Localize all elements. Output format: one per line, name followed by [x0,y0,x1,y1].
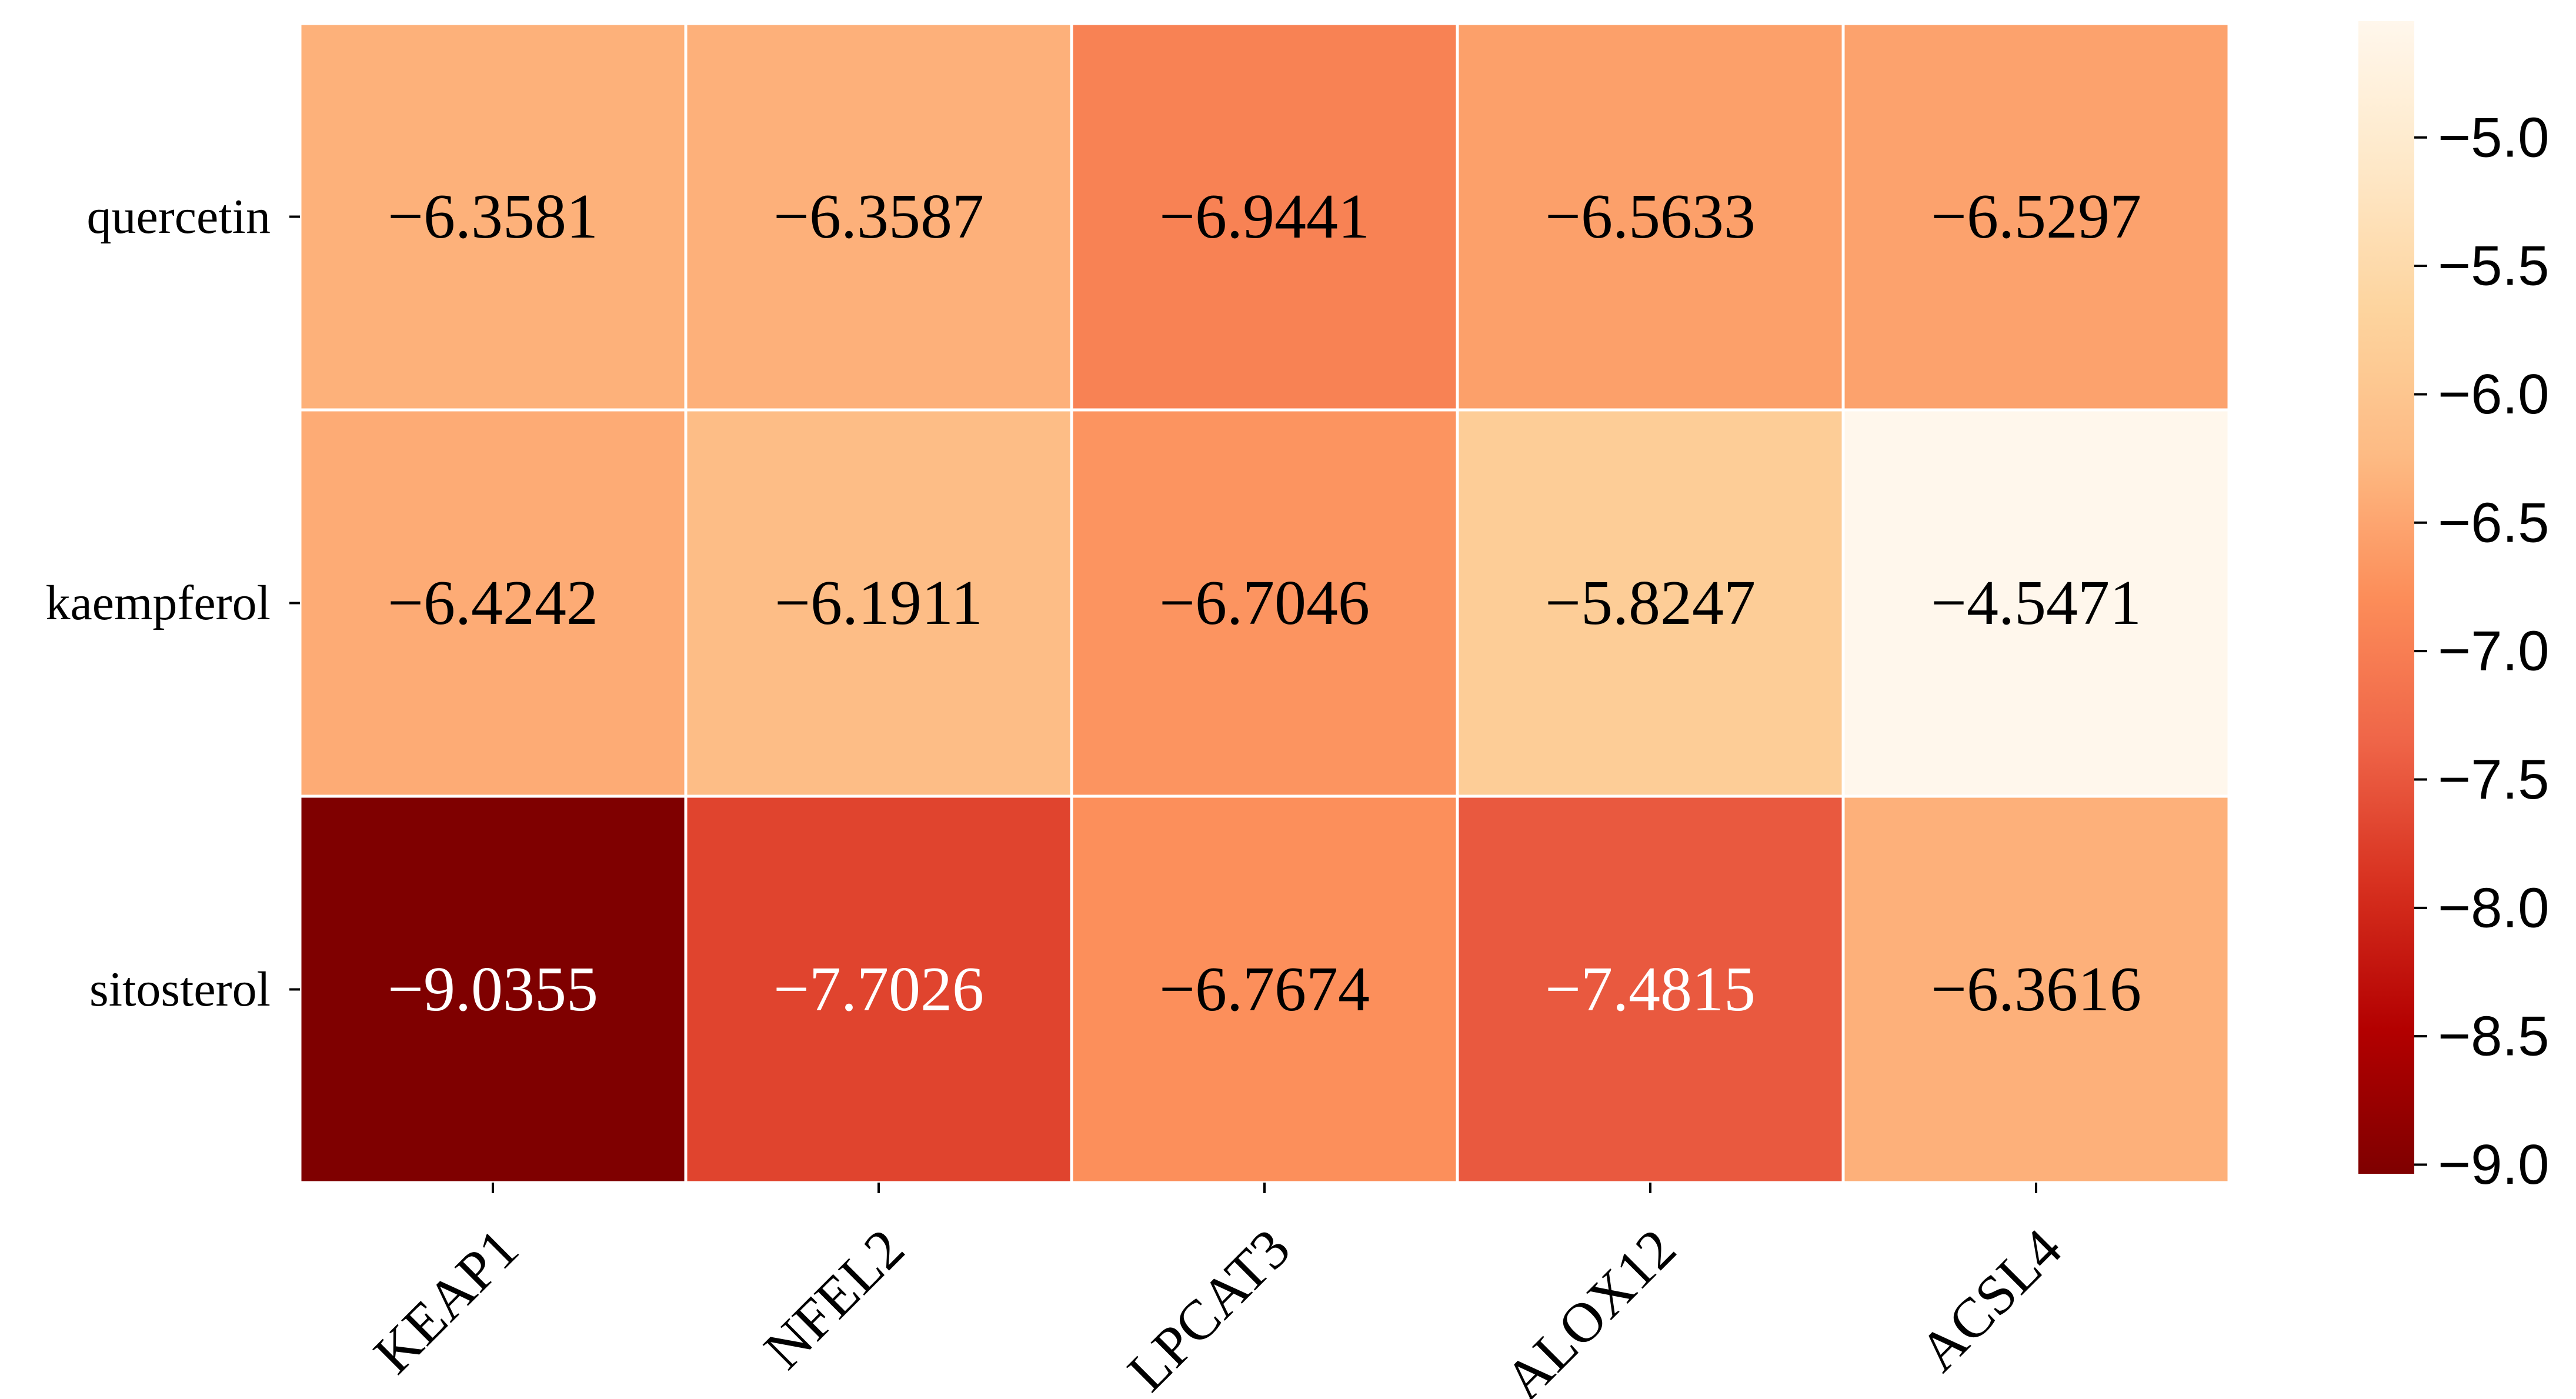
heatmap-cells [298,22,2231,1184]
heatmap-cell-kaempferol-KEAP1 [298,408,688,798]
column-label-KEAP1: KEAP1 [362,1217,530,1385]
heatmap-cell-sitosterol-ALOX12 [1456,794,1845,1184]
cell-value-quercetin-NFEL2: −6.3587 [773,182,984,252]
cell-value-labels: −6.3581 −6.3587 −6.9441 −6.5633 −6.5297 −6.42… [388,182,2141,1024]
row-label-sitosterol: sitosterol [89,962,271,1017]
colorbar-tick-label-1: −8.5 [2438,1005,2550,1068]
heatmap-cell-quercetin-KEAP1 [298,22,688,412]
cell-value-sitosterol-KEAP1: −9.0355 [388,954,598,1024]
column-axis: KEAP1 NFEL2 LPCAT3 ALOX12 ACSL4 [362,1183,2073,1399]
heatmap-cell-quercetin-ACSL4 [1841,22,2231,412]
cell-value-kaempferol-LPCAT3: −6.7046 [1159,568,1370,638]
column-label-NFEL2: NFEL2 [752,1217,916,1381]
heatmap-cell-kaempferol-LPCAT3 [1070,408,1459,798]
colorbar-tick-label-4: −7.0 [2438,620,2550,683]
cell-value-sitosterol-LPCAT3: −6.7674 [1159,954,1370,1024]
cell-value-kaempferol-ACSL4: −4.5471 [1931,568,2141,638]
cell-value-quercetin-ACSL4: −6.5297 [1931,182,2141,252]
row-axis: quercetin kaempferol sitosterol [46,189,300,1017]
column-label-LPCAT3: LPCAT3 [1115,1217,1302,1399]
heatmap-cell-kaempferol-ACSL4 [1841,408,2231,798]
colorbar-tick-label-3: −7.5 [2438,748,2550,811]
colorbar: −9.0 −8.5 −8.0 −7.5 −7.0 −6.5 −6.0 −5.5 −5.0 [2358,21,2550,1196]
colorbar-tick-label-8: −5.0 [2438,106,2550,169]
cell-value-kaempferol-KEAP1: −6.4242 [388,568,598,638]
cell-value-sitosterol-ALOX12: −7.4815 [1545,954,1756,1024]
cell-value-sitosterol-NFEL2: −7.7026 [773,954,984,1024]
colorbar-tick-label-6: −6.0 [2438,363,2550,426]
row-label-quercetin: quercetin [87,189,271,244]
cell-value-quercetin-KEAP1: −6.3581 [388,182,598,252]
colorbar-gradient [2358,21,2414,1174]
cell-value-sitosterol-ACSL4: −6.3616 [1931,954,2141,1024]
cell-value-kaempferol-ALOX12: −5.8247 [1545,568,1756,638]
cell-value-quercetin-LPCAT3: −6.9441 [1159,182,1370,252]
cell-value-quercetin-ALOX12: −6.5633 [1545,182,1756,252]
heatmap-cell-quercetin-ALOX12 [1456,22,1845,412]
heatmap-cell-sitosterol-LPCAT3 [1070,794,1459,1184]
heatmap-cell-sitosterol-ACSL4 [1841,794,2231,1184]
row-label-kaempferol: kaempferol [46,576,271,630]
colorbar-tick-label-7: −5.5 [2438,235,2550,298]
heatmap-cell-quercetin-NFEL2 [684,22,1073,412]
colorbar-tick-label-0: −9.0 [2438,1133,2550,1196]
heatmap-cell-quercetin-LPCAT3 [1070,22,1459,412]
colorbar-tick-label-2: −8.0 [2438,876,2550,939]
cell-value-kaempferol-NFEL2: −6.1911 [775,568,983,638]
column-label-ACSL4: ACSL4 [1907,1217,2073,1383]
colorbar-tick-label-5: −6.5 [2438,491,2550,554]
column-label-ALOX12: ALOX12 [1492,1217,1687,1399]
heatmap-cell-sitosterol-NFEL2 [684,794,1073,1184]
